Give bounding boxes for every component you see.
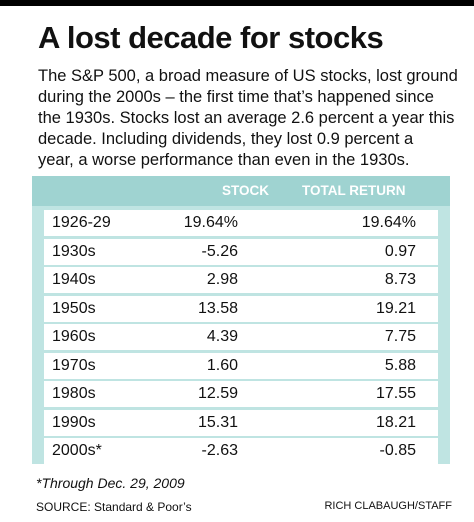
column-header-stock: STOCK — [222, 183, 270, 198]
row-total-return-cell: 7.75 — [384, 328, 416, 345]
table-row: 1980s 12.59 17.55 — [44, 381, 438, 407]
row-period-cell: 1960s — [52, 328, 96, 345]
credit-note: RICH CLABAUGH/STAFF — [324, 500, 452, 512]
table-row: 1960s 4.39 7.75 — [44, 324, 438, 350]
top-rule — [0, 0, 474, 6]
row-total-return-cell: 0.97 — [384, 242, 416, 260]
row-period-cell: 1990s — [52, 413, 96, 431]
table-row: 2000s* -2.63 -0.85 — [44, 438, 438, 464]
description-line: The S&P 500, a broad measure of US stock… — [38, 67, 458, 85]
row-total-return-cell: 5.88 — [384, 356, 416, 374]
row-stock-cell: 12.59 — [197, 385, 238, 402]
row-stock-cell: -5.26 — [201, 242, 238, 260]
row-stock-cell: 1.60 — [206, 356, 238, 374]
table-row: 1926-29 19.64% 19.64% — [44, 210, 438, 236]
description-line: year, a worse performance than even in t… — [38, 151, 410, 169]
description-line: decade. Including dividends, they lost 0… — [38, 130, 414, 148]
row-stock-cell: 2.98 — [206, 271, 238, 288]
footnote: *Through Dec. 29, 2009 — [36, 475, 185, 491]
table-row: 1950s 13.58 19.21 — [44, 295, 438, 322]
row-stock-cell: 15.31 — [197, 413, 238, 431]
table-row: 1970s 1.60 5.88 — [44, 352, 438, 379]
description-line: the 1930s. Stocks lost an average 2.6 pe… — [38, 109, 455, 127]
page-title: A lost decade for stocks — [38, 20, 384, 55]
row-period-cell: 1930s — [52, 242, 96, 260]
row-total-return-cell: 19.21 — [375, 299, 416, 317]
description-line: during the 2000s – the first time that’s… — [38, 88, 434, 106]
row-total-return-cell: 18.21 — [375, 413, 416, 431]
table-header: STOCK TOTAL RETURN — [32, 176, 450, 206]
row-total-return-cell: -0.85 — [379, 442, 416, 459]
row-period-cell: 1980s — [52, 385, 96, 402]
row-stock-cell: 19.64% — [183, 214, 238, 231]
row-period-cell: 1926-29 — [52, 214, 111, 231]
column-header-total-return: TOTAL RETURN — [302, 183, 406, 198]
source-note: SOURCE: Standard & Poor’s — [36, 500, 192, 514]
row-total-return-cell: 8.73 — [384, 271, 416, 288]
row-stock-cell: -2.63 — [201, 442, 238, 459]
row-period-cell: 1970s — [52, 356, 96, 374]
row-total-return-cell: 17.55 — [375, 385, 416, 402]
table-row: 1930s -5.26 0.97 — [44, 238, 438, 265]
row-stock-cell: 13.58 — [197, 299, 238, 317]
row-period-cell: 2000s* — [52, 442, 102, 459]
row-total-return-cell: 19.64% — [361, 214, 416, 231]
table-row: 1990s 15.31 18.21 — [44, 409, 438, 436]
row-stock-cell: 4.39 — [206, 328, 238, 345]
description: The S&P 500, a broad measure of US stock… — [38, 66, 468, 171]
row-period-cell: 1950s — [52, 299, 96, 317]
row-period-cell: 1940s — [52, 271, 96, 288]
returns-table: STOCK TOTAL RETURN 1926-29 19.64% 19.64% 19… — [32, 176, 450, 464]
table-row: 1940s 2.98 8.73 — [44, 267, 438, 293]
